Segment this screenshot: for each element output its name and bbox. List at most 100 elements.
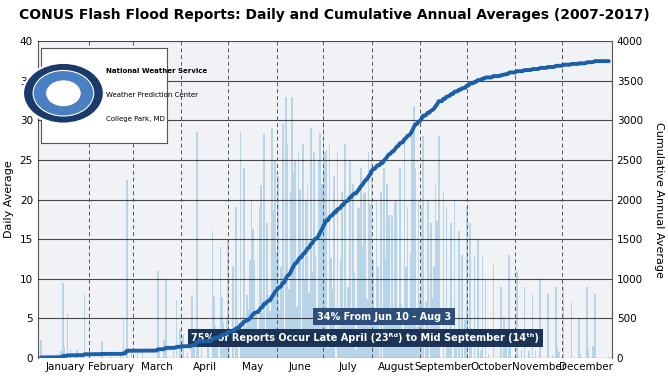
Bar [241, 334, 243, 358]
Bar [319, 133, 321, 358]
Bar [357, 208, 359, 358]
Bar [297, 152, 299, 358]
Bar [432, 298, 434, 358]
Bar [405, 267, 407, 358]
Bar [518, 355, 519, 358]
Bar [436, 221, 438, 358]
Bar [123, 318, 124, 358]
Bar [318, 160, 319, 358]
Bar [302, 144, 304, 358]
Bar [288, 289, 290, 358]
Bar [268, 295, 269, 358]
Bar [301, 339, 302, 358]
Bar [389, 312, 391, 358]
Bar [259, 208, 260, 358]
Bar [70, 349, 71, 358]
Bar [371, 97, 373, 358]
Bar [290, 192, 291, 358]
Bar [351, 326, 352, 358]
Bar [458, 231, 460, 358]
Bar [369, 204, 371, 358]
Bar [193, 343, 194, 358]
Bar [383, 168, 385, 358]
Bar [76, 350, 77, 358]
Bar [469, 223, 471, 358]
Bar [263, 134, 265, 358]
Text: 34% From Jun 10 - Aug 3: 34% From Jun 10 - Aug 3 [317, 312, 452, 321]
Bar [377, 266, 379, 358]
Bar [532, 294, 533, 358]
Bar [220, 247, 221, 358]
Bar [416, 327, 418, 358]
Bar [227, 239, 229, 358]
Bar [534, 350, 536, 358]
Bar [182, 335, 184, 358]
Bar [299, 190, 301, 358]
Bar [450, 223, 452, 358]
Bar [410, 254, 411, 358]
Bar [480, 350, 482, 358]
Bar [323, 97, 324, 358]
Bar [246, 295, 248, 358]
Bar [516, 271, 518, 358]
Bar [226, 317, 227, 358]
Bar [570, 302, 572, 358]
Bar [558, 352, 560, 358]
Bar [291, 97, 293, 358]
Bar [120, 353, 122, 358]
Bar [379, 357, 380, 358]
Bar [196, 132, 198, 358]
Bar [224, 335, 226, 358]
Bar [346, 322, 347, 358]
Bar [307, 185, 309, 358]
Bar [201, 339, 202, 358]
Bar [311, 273, 313, 358]
Bar [594, 294, 595, 358]
Bar [84, 294, 86, 358]
Bar [240, 132, 241, 358]
Bar [366, 299, 368, 358]
Bar [466, 208, 468, 358]
Bar [421, 208, 422, 358]
Bar [316, 324, 318, 358]
Bar [474, 255, 476, 358]
Bar [393, 318, 394, 358]
Bar [63, 347, 65, 358]
Bar [304, 280, 305, 358]
Bar [547, 294, 548, 358]
Bar [249, 260, 250, 358]
Bar [556, 347, 558, 358]
Bar [173, 349, 174, 358]
Bar [593, 346, 594, 358]
Bar [236, 318, 238, 358]
Bar [586, 287, 588, 358]
Bar [235, 208, 236, 358]
Bar [49, 354, 51, 358]
Bar [62, 282, 63, 358]
Bar [508, 255, 510, 358]
Bar [213, 296, 215, 358]
Bar [422, 136, 424, 358]
Bar [159, 350, 160, 358]
Bar [257, 347, 259, 358]
Bar [337, 152, 338, 358]
Bar [397, 311, 399, 358]
Bar [212, 231, 213, 358]
Bar [347, 287, 349, 358]
Bar [262, 313, 263, 358]
Bar [285, 97, 287, 358]
Bar [274, 160, 276, 358]
Bar [492, 263, 494, 358]
Bar [192, 295, 193, 358]
Bar [222, 322, 224, 358]
Bar [354, 273, 355, 358]
Bar [165, 279, 166, 358]
Text: 75% of Reports Occur Late April (23ᴿᵈ) to Mid September (14ᵗʰ): 75% of Reports Occur Late April (23ᴿᵈ) t… [192, 333, 539, 343]
Bar [315, 256, 316, 358]
Text: CONUS Flash Flood Reports: Daily and Cumulative Annual Averages (2007-2017): CONUS Flash Flood Reports: Daily and Cum… [19, 8, 649, 21]
Bar [448, 334, 449, 358]
Bar [324, 152, 325, 358]
Bar [279, 310, 281, 358]
Bar [524, 287, 525, 358]
Bar [277, 176, 279, 358]
